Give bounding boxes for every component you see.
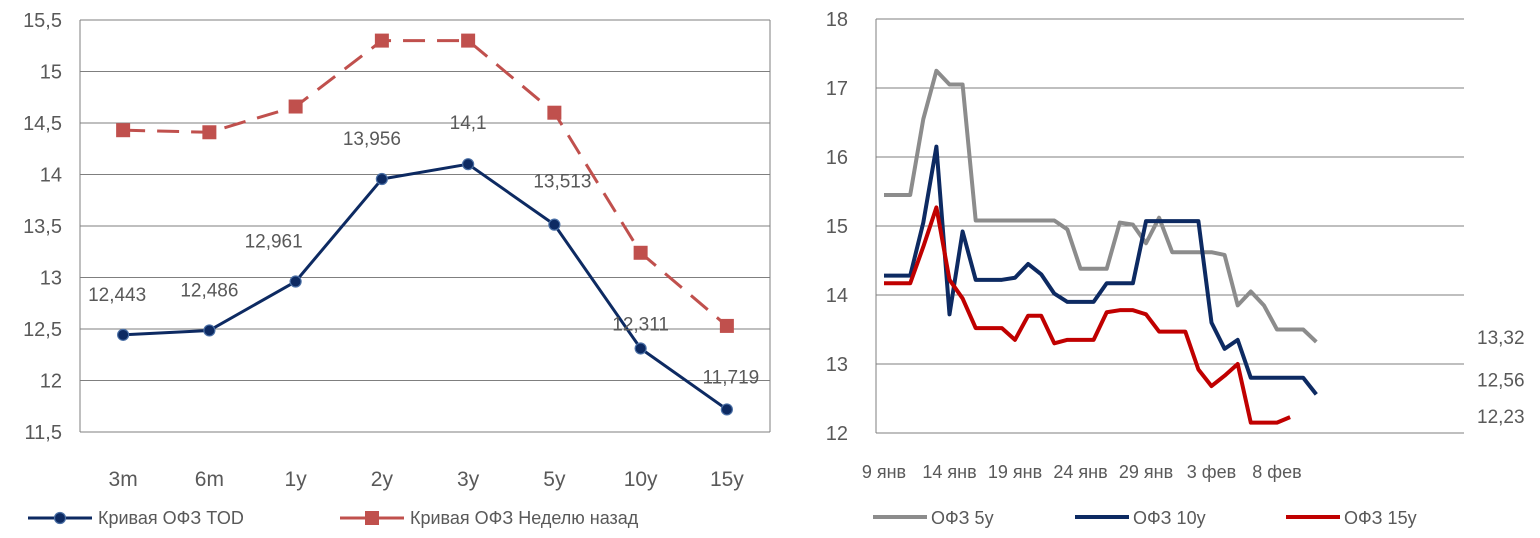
data-point [375,172,388,186]
legend-label: Кривая ОФЗ Неделю назад [410,508,639,528]
data-point [202,125,217,140]
legend-label: ОФЗ 5y [931,508,994,528]
series-line [884,205,1291,425]
x-tick-label: 1y [285,468,308,491]
x-tick-label: 5y [543,468,566,491]
y-tick-label: 13,5 [23,216,62,238]
x-tick-label: 10y [624,468,658,491]
series-line [123,162,728,411]
data-point [633,245,648,260]
legend-swatch-marker [365,511,379,525]
y-tick-label: 14 [40,165,62,187]
x-tick-label: 8 фев [1252,462,1301,482]
data-point [116,123,131,138]
legend-swatch-marker [53,511,67,525]
legend-label: Кривая ОФЗ TOD [98,508,244,528]
x-tick-label: 2y [371,468,394,491]
legend-label: ОФЗ 10y [1133,508,1206,528]
data-point [634,342,647,355]
data-label: 12,486 [180,280,238,301]
y-tick-label: 15,5 [23,10,62,32]
x-tick-label: 3 фев [1187,462,1236,482]
x-tick-label: 3y [457,468,480,491]
ofz-time-series-chart: 12 13 14 15 16 17 18 9 янв 14 янв 19 янв 24 янв 29 … [826,9,1525,528]
y-tick-label: 12 [40,371,62,393]
x-tick-label: 9 янв [862,462,906,482]
data-label: 11,719 [703,367,760,388]
yield-curve-chart: 11,5 12 12,5 13 13,5 14 14,5 15 15,5 3m 6m 1y 2y 3y 5y… [23,10,771,528]
y-tick-label: 14,5 [23,113,62,135]
y-tick-label: 17 [826,78,848,100]
y-tick-label: 11,5 [25,422,62,444]
end-value-label: 12,56 [1477,370,1525,391]
data-point [289,275,302,288]
data-label: 12,311 [612,314,669,335]
end-value-label: 13,32 [1477,328,1525,349]
data-label: 12,961 [245,232,303,253]
x-tick-label: 19 янв [988,462,1042,482]
data-point [548,218,561,231]
end-value-label: 12,23 [1477,407,1525,428]
series-line [884,68,1318,344]
y-tick-label: 12 [826,423,848,445]
data-point [288,99,303,114]
y-tick-label: 15 [40,62,62,84]
data-point [117,328,130,341]
data-point [374,33,389,48]
data-label: 13,513 [533,172,591,193]
data-label: 12,443 [88,285,146,306]
data-point [720,403,733,416]
series-line [123,39,728,328]
y-tick-label: 15 [826,216,848,238]
legend-label: ОФЗ 15y [1344,508,1417,528]
series-line [884,144,1318,396]
x-tick-label: 6m [195,468,224,491]
y-tick-label: 16 [826,147,848,169]
data-label: 13,956 [343,129,401,150]
x-tick-label: 29 янв [1119,462,1173,482]
data-point [462,158,475,171]
y-tick-label: 14 [826,285,848,307]
y-tick-label: 13 [40,268,62,290]
x-tick-label: 24 янв [1053,462,1107,482]
y-tick-label: 12,5 [23,319,62,341]
data-point [547,105,562,120]
data-point [203,324,216,337]
y-tick-label: 13 [826,354,848,376]
x-tick-label: 14 янв [922,462,976,482]
data-point [461,33,476,48]
data-point [719,318,734,333]
data-label: 14,1 [450,113,487,134]
x-tick-label: 3m [109,468,138,491]
y-tick-label: 18 [826,9,848,31]
x-tick-label: 15y [710,468,744,491]
